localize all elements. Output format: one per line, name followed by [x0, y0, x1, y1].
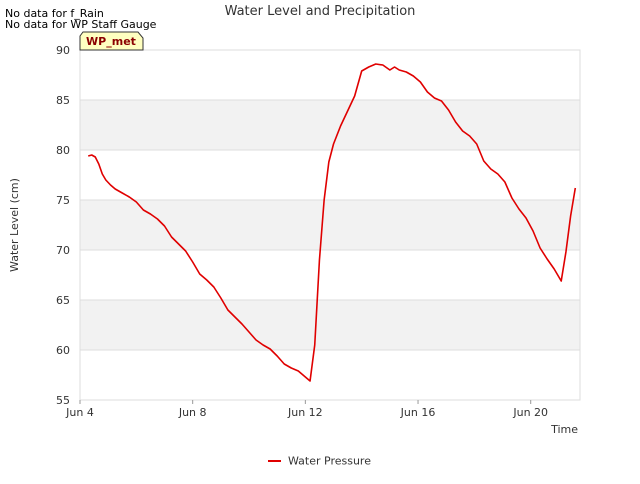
- x-axis-label: Time: [550, 423, 578, 436]
- x-tick-label-jun-12: Jun 12: [287, 406, 323, 419]
- y-tick-label-65: 65: [56, 294, 70, 307]
- no-data-note-staff-gauge: No data for WP Staff Gauge: [5, 18, 157, 31]
- x-tick-label-jun-8: Jun 8: [178, 406, 207, 419]
- legend-label-water-pressure: Water Pressure: [288, 455, 371, 468]
- chart-title: Water Level and Precipitation: [225, 4, 416, 19]
- y-axis-label: Water Level (cm): [8, 178, 21, 272]
- grid-band-60-65: [80, 300, 580, 350]
- grid-band-80-85: [80, 100, 580, 150]
- no-data-note-rain: No data for f_Rain: [5, 7, 104, 20]
- y-tick-label-60: 60: [56, 344, 70, 357]
- y-tick-label-85: 85: [56, 94, 70, 107]
- x-tick-label-jun-20: Jun 20: [512, 406, 548, 419]
- y-tick-label-90: 90: [56, 44, 70, 57]
- station-badge-label: WP_met: [86, 35, 136, 48]
- y-tick-label-80: 80: [56, 144, 70, 157]
- y-tick-label-75: 75: [56, 194, 70, 207]
- station-badge-box: [79, 31, 144, 51]
- y-tick-label-55: 55: [56, 394, 70, 407]
- grid-band-70-75: [80, 200, 580, 250]
- y-tick-label-70: 70: [56, 244, 70, 257]
- x-tick-label-jun-16: Jun 16: [400, 406, 436, 419]
- station-badge: WP_met: [79, 31, 144, 51]
- series-line-water-pressure: [88, 63, 577, 382]
- plot-frame: [79, 49, 581, 401]
- x-tick-label-jun-4: Jun 4: [65, 406, 94, 419]
- legend: Water Pressure: [268, 455, 371, 468]
